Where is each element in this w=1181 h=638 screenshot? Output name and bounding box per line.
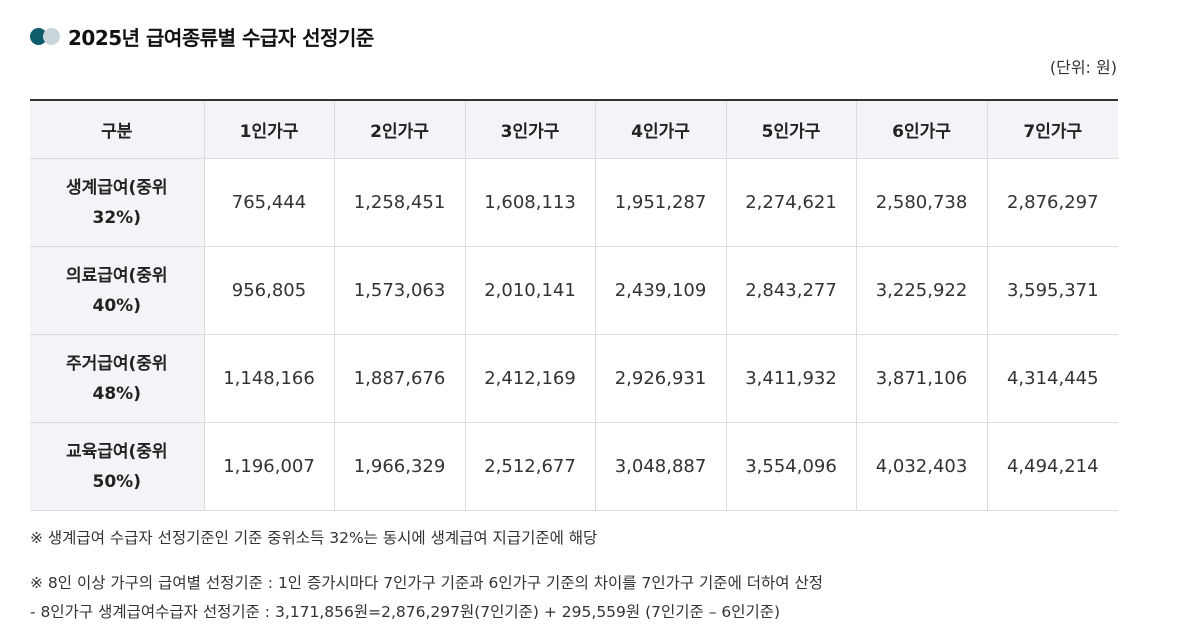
table-cell: 2,010,141 bbox=[464, 246, 595, 335]
column-header: 5인가구 bbox=[725, 100, 856, 159]
column-header: 4인가구 bbox=[594, 100, 726, 159]
table-cell: 956,805 bbox=[203, 246, 334, 335]
bullet-dots-icon bbox=[30, 26, 62, 46]
row-label: 의료급여(중위 40%) bbox=[30, 246, 204, 335]
table-cell: 2,439,109 bbox=[594, 246, 726, 335]
table-cell: 3,595,371 bbox=[986, 246, 1118, 335]
column-header: 2인가구 bbox=[333, 100, 465, 159]
table-cell: 1,951,287 bbox=[594, 158, 726, 247]
table-cell: 4,494,214 bbox=[986, 422, 1118, 511]
table-cell: 2,926,931 bbox=[594, 334, 726, 423]
table-cell: 3,225,922 bbox=[855, 246, 987, 335]
row-label: 주거급여(중위 48%) bbox=[30, 334, 204, 423]
table-cell: 2,580,738 bbox=[855, 158, 987, 247]
table-header-row: 구분 1인가구 2인가구 3인가구 4인가구 5인가구 6인가구 7인가구 bbox=[30, 100, 1118, 159]
table-row: 교육급여(중위 50%) 1,196,007 1,966,329 2,512,67… bbox=[30, 422, 1118, 511]
column-header: 3인가구 bbox=[464, 100, 595, 159]
table-cell: 1,196,007 bbox=[203, 422, 334, 511]
table-cell: 1,148,166 bbox=[203, 334, 334, 423]
page-title: 2025년 급여종류별 수급자 선정기준 bbox=[68, 25, 374, 50]
column-header: 6인가구 bbox=[855, 100, 987, 159]
table-cell: 2,274,621 bbox=[725, 158, 856, 247]
table-cell: 765,444 bbox=[203, 158, 334, 247]
table-cell: 3,871,106 bbox=[855, 334, 987, 423]
table-cell: 3,554,096 bbox=[725, 422, 856, 511]
column-header: 1인가구 bbox=[203, 100, 334, 159]
column-header: 구분 bbox=[30, 100, 204, 159]
table-cell: 2,512,677 bbox=[464, 422, 595, 511]
column-header: 7인가구 bbox=[986, 100, 1118, 159]
table-cell: 1,966,329 bbox=[333, 422, 465, 511]
table-row: 주거급여(중위 48%) 1,148,166 1,887,676 2,412,16… bbox=[30, 334, 1118, 423]
table-cell: 2,412,169 bbox=[464, 334, 595, 423]
row-label: 생계급여(중위 32%) bbox=[30, 158, 204, 247]
table-cell: 2,876,297 bbox=[986, 158, 1118, 247]
table-cell: 4,032,403 bbox=[855, 422, 987, 511]
table-cell: 3,411,932 bbox=[725, 334, 856, 423]
table-cell: 1,887,676 bbox=[333, 334, 465, 423]
table-cell: 1,258,451 bbox=[333, 158, 465, 247]
table-cell: 2,843,277 bbox=[725, 246, 856, 335]
table-cell: 3,048,887 bbox=[594, 422, 726, 511]
table-cell: 1,608,113 bbox=[464, 158, 595, 247]
footnote: - 8인가구 생계급여수급자 선정기준 : 3,171,856원=2,876,2… bbox=[30, 603, 781, 621]
table-row: 생계급여(중위 32%) 765,444 1,258,451 1,608,113 … bbox=[30, 158, 1118, 247]
table-cell: 1,573,063 bbox=[333, 246, 465, 335]
row-label: 교육급여(중위 50%) bbox=[30, 422, 204, 511]
footnote: ※ 생계급여 수급자 선정기준인 기준 중위소득 32%는 동시에 생계급여 지… bbox=[30, 529, 598, 547]
footnote: ※ 8인 이상 가구의 급여별 선정기준 : 1인 증가시마다 7인가구 기준과… bbox=[30, 574, 823, 592]
section-header: 2025년 급여종류별 수급자 선정기준 bbox=[30, 22, 374, 50]
selection-criteria-table: 구분 1인가구 2인가구 3인가구 4인가구 5인가구 6인가구 7인가구 생계… bbox=[30, 99, 1118, 511]
table-row: 의료급여(중위 40%) 956,805 1,573,063 2,010,141 … bbox=[30, 246, 1118, 335]
table-cell: 4,314,445 bbox=[986, 334, 1118, 423]
unit-label: (단위: 원) bbox=[1049, 58, 1117, 77]
